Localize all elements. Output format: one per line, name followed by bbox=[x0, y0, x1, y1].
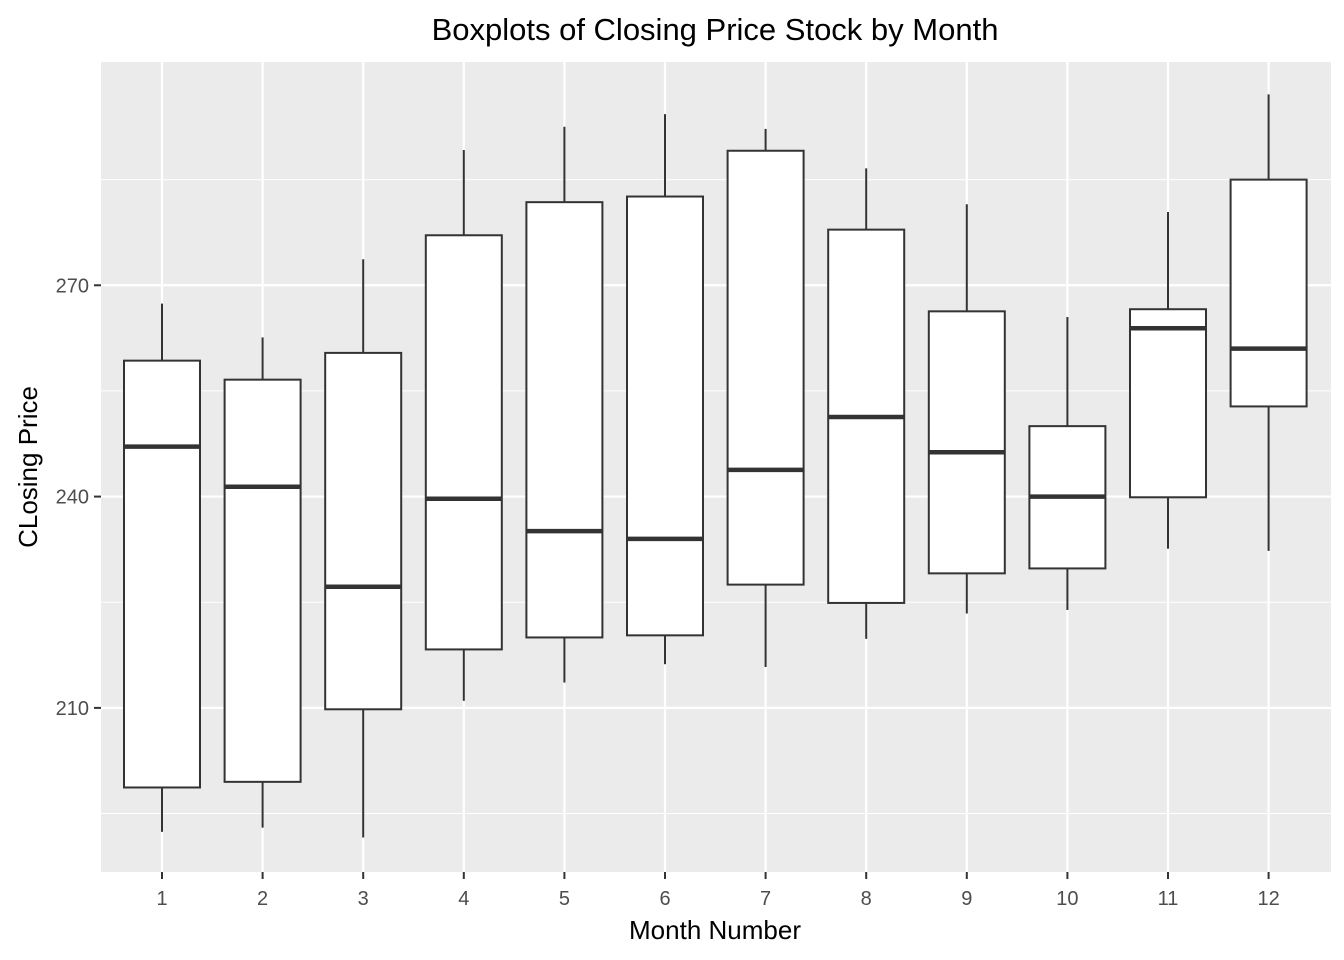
box-month-12 bbox=[1229, 94, 1308, 551]
x-tick-label: 11 bbox=[1158, 888, 1179, 910]
x-tick-label: 6 bbox=[659, 888, 670, 910]
minor-gridlines bbox=[101, 179, 1331, 815]
box-month-7 bbox=[726, 128, 805, 668]
iqr-box bbox=[123, 359, 201, 789]
x-axis-title: Month Number bbox=[629, 915, 801, 945]
box-month-6 bbox=[626, 114, 704, 665]
x-axis: 1 2 3 4 5 6 7 8 9 10 11 12 bbox=[156, 872, 1280, 910]
iqr-box bbox=[525, 201, 604, 639]
chart-title: Boxplots of Closing Price Stock by Month bbox=[432, 12, 999, 47]
box-month-5 bbox=[525, 126, 604, 683]
iqr-box bbox=[223, 378, 302, 783]
iqr-box bbox=[1129, 308, 1207, 499]
iqr-box bbox=[927, 310, 1006, 575]
plot-panel bbox=[101, 62, 1331, 872]
x-tick-label: 8 bbox=[861, 888, 872, 910]
y-tick-label: 240 bbox=[56, 487, 89, 509]
x-tick-label: 3 bbox=[358, 888, 369, 910]
iqr-box bbox=[424, 234, 503, 651]
iqr-box bbox=[1229, 178, 1308, 408]
x-tick-label: 7 bbox=[760, 888, 771, 910]
y-tick-label: 210 bbox=[56, 698, 89, 720]
box-month-3 bbox=[324, 259, 403, 838]
box-month-2 bbox=[223, 337, 302, 828]
x-tick-label: 1 bbox=[156, 888, 167, 910]
box-month-9 bbox=[927, 204, 1006, 614]
boxes bbox=[123, 94, 1308, 838]
box-month-11 bbox=[1129, 212, 1207, 549]
iqr-box bbox=[726, 149, 805, 586]
y-axis: 210 240 270 bbox=[56, 275, 101, 720]
box-month-10 bbox=[1028, 316, 1107, 610]
y-tick-label: 270 bbox=[56, 275, 89, 297]
iqr-box bbox=[626, 195, 704, 637]
x-tick-label: 2 bbox=[257, 888, 268, 910]
box-month-4 bbox=[424, 150, 503, 701]
iqr-box bbox=[324, 351, 403, 711]
x-tick-label: 4 bbox=[458, 888, 469, 910]
x-tick-label: 12 bbox=[1257, 888, 1279, 910]
x-tick-label: 10 bbox=[1056, 888, 1078, 910]
box-month-8 bbox=[827, 168, 906, 639]
box-month-1 bbox=[123, 303, 201, 832]
x-tick-label: 9 bbox=[961, 888, 972, 910]
y-axis-title: CLosing Price bbox=[13, 386, 43, 548]
x-tick-label: 5 bbox=[559, 888, 570, 910]
